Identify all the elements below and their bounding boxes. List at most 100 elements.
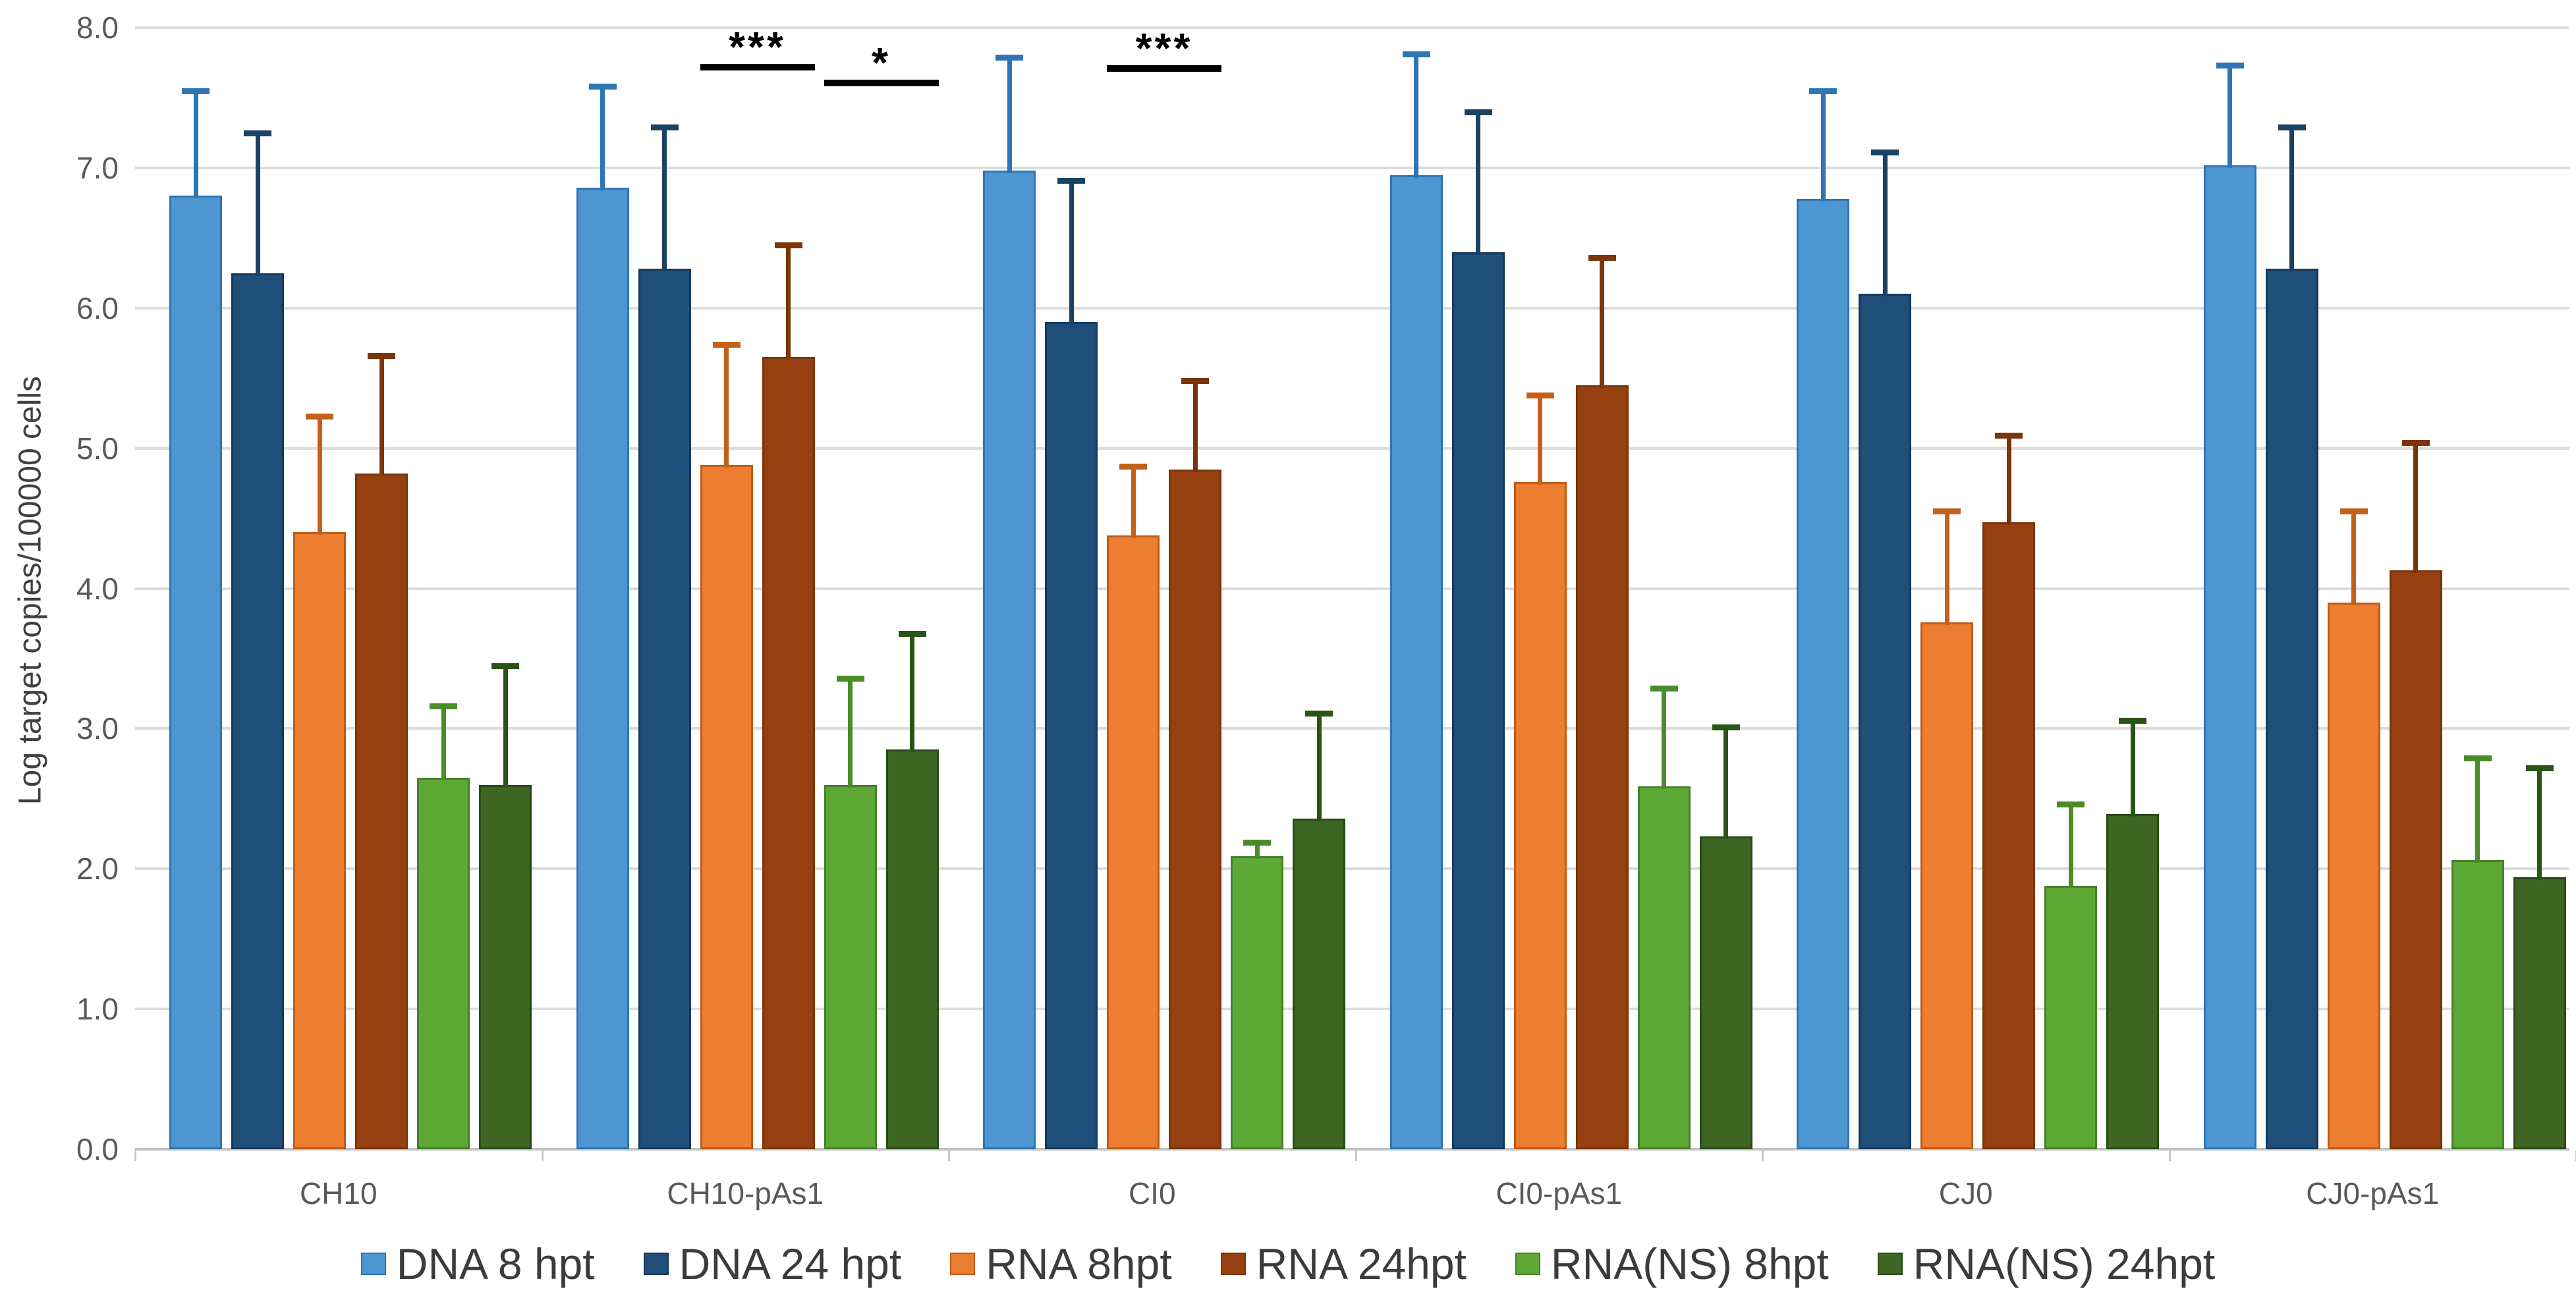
legend-label: RNA 24hpt xyxy=(1256,1239,1467,1288)
significance-line xyxy=(700,64,815,71)
error-bar-line xyxy=(2475,758,2480,863)
legend-item: DNA 24 hpt xyxy=(643,1239,902,1288)
bar xyxy=(355,473,408,1149)
error-bar-cap xyxy=(1402,51,1430,58)
error-bar-cap xyxy=(2525,765,2554,771)
legend: DNA 8 hpt DNA 24 hpt RNA 8hpt RNA 24hpt RNA(… xyxy=(0,1242,2576,1286)
error-bar-line xyxy=(2351,511,2356,605)
y-tick-label: 8.0 xyxy=(76,11,119,45)
error-bar-line xyxy=(1944,511,1949,625)
x-axis-tick xyxy=(2168,1151,2171,1161)
legend-swatch xyxy=(1220,1253,1246,1275)
bar xyxy=(1389,175,1443,1149)
y-tick-label: 4.0 xyxy=(76,571,119,606)
y-tick-label: 6.0 xyxy=(76,290,119,325)
gridline xyxy=(135,587,2569,590)
bar xyxy=(293,532,346,1149)
significance-label: *** xyxy=(1135,24,1193,72)
y-tick-label: 0.0 xyxy=(76,1132,119,1166)
error-bar-line xyxy=(1069,180,1074,325)
bar xyxy=(2106,814,2159,1149)
bar xyxy=(1169,469,1221,1149)
error-bar-cap xyxy=(836,675,864,682)
error-bar-cap xyxy=(2463,755,2492,762)
error-bar-cap xyxy=(1588,255,1616,261)
error-bar-line xyxy=(2413,443,2418,573)
legend-label: RNA(NS) 24hpt xyxy=(1913,1239,2216,1288)
legend-label: DNA 8 hpt xyxy=(396,1239,595,1288)
bar xyxy=(1920,622,1973,1149)
y-tick-label: 5.0 xyxy=(76,431,119,466)
bar xyxy=(1575,385,1629,1149)
bar xyxy=(762,357,815,1149)
gridline xyxy=(135,26,2569,29)
error-bar-cap xyxy=(491,663,519,669)
legend-item: RNA(NS) 8hpt xyxy=(1515,1242,1829,1286)
error-bar-cap xyxy=(650,124,679,131)
error-bar-cap xyxy=(2216,63,2244,69)
error-bar-line xyxy=(193,90,198,199)
error-bar-line xyxy=(1723,727,1728,840)
error-bar-line xyxy=(1131,466,1136,538)
error-bar-cap xyxy=(898,630,926,637)
legend-label: DNA 24 hpt xyxy=(679,1239,902,1288)
error-bar-cap xyxy=(588,84,617,90)
error-bar-cap xyxy=(244,130,271,136)
error-bar-line xyxy=(379,356,384,476)
error-bar-cap xyxy=(1181,378,1209,385)
bar xyxy=(1513,481,1567,1149)
x-axis-tick xyxy=(134,1151,136,1161)
bar xyxy=(2513,877,2566,1149)
bar xyxy=(1107,535,1160,1149)
significance-line xyxy=(824,79,939,86)
legend-swatch xyxy=(360,1253,386,1275)
category-label: CJ0 xyxy=(1938,1176,1993,1210)
error-bar-line xyxy=(441,706,446,780)
bar xyxy=(1797,198,1849,1149)
error-bar-cap xyxy=(306,413,333,420)
bar xyxy=(1045,322,1098,1149)
bar xyxy=(2203,165,2256,1149)
error-bar-line xyxy=(503,665,508,788)
error-bar-line xyxy=(848,678,853,788)
error-bar-line xyxy=(786,244,791,360)
error-bar-cap xyxy=(774,242,802,248)
bar xyxy=(1231,856,1283,1149)
y-tick-label: 2.0 xyxy=(76,852,119,886)
bar xyxy=(638,269,691,1149)
error-bar-line xyxy=(1414,54,1418,178)
bar xyxy=(479,784,532,1149)
error-bar-cap xyxy=(2339,508,2368,515)
error-bar-line xyxy=(317,416,322,535)
error-bar-line xyxy=(1820,90,1826,202)
legend-swatch xyxy=(643,1253,669,1275)
error-bar-line xyxy=(1662,688,1666,789)
error-bar-cap xyxy=(1933,508,1961,515)
error-bar-cap xyxy=(995,54,1023,61)
x-axis-tick xyxy=(1355,1151,1357,1161)
gridline xyxy=(135,447,2569,450)
legend-item: RNA(NS) 24hpt xyxy=(1877,1239,2216,1288)
error-bar-line xyxy=(2006,435,2011,526)
legend-label: RNA(NS) 8hpt xyxy=(1550,1239,1829,1288)
error-bar-cap xyxy=(2057,801,2085,808)
error-bar-line xyxy=(910,633,914,753)
error-bar-cap xyxy=(368,353,395,360)
error-bar-line xyxy=(1007,57,1012,174)
category-label: CH10-pAs1 xyxy=(667,1176,824,1210)
legend-label: RNA 8hpt xyxy=(986,1239,1172,1288)
legend-swatch xyxy=(950,1253,976,1275)
y-tick-label: 3.0 xyxy=(76,711,119,746)
legend-swatch xyxy=(1515,1253,1540,1275)
gridline xyxy=(135,867,2569,871)
error-bar-line xyxy=(2068,804,2073,888)
bar xyxy=(700,465,753,1149)
legend-item: RNA 24hpt xyxy=(1220,1239,1467,1288)
significance-label: * xyxy=(872,38,891,86)
category-label: CJ0-pAs1 xyxy=(2306,1176,2440,1210)
significance-label: *** xyxy=(729,23,786,71)
gridline xyxy=(135,166,2569,169)
error-bar-line xyxy=(2227,65,2232,168)
category-label: CI0 xyxy=(1128,1176,1176,1210)
y-tick-label: 1.0 xyxy=(76,992,119,1027)
